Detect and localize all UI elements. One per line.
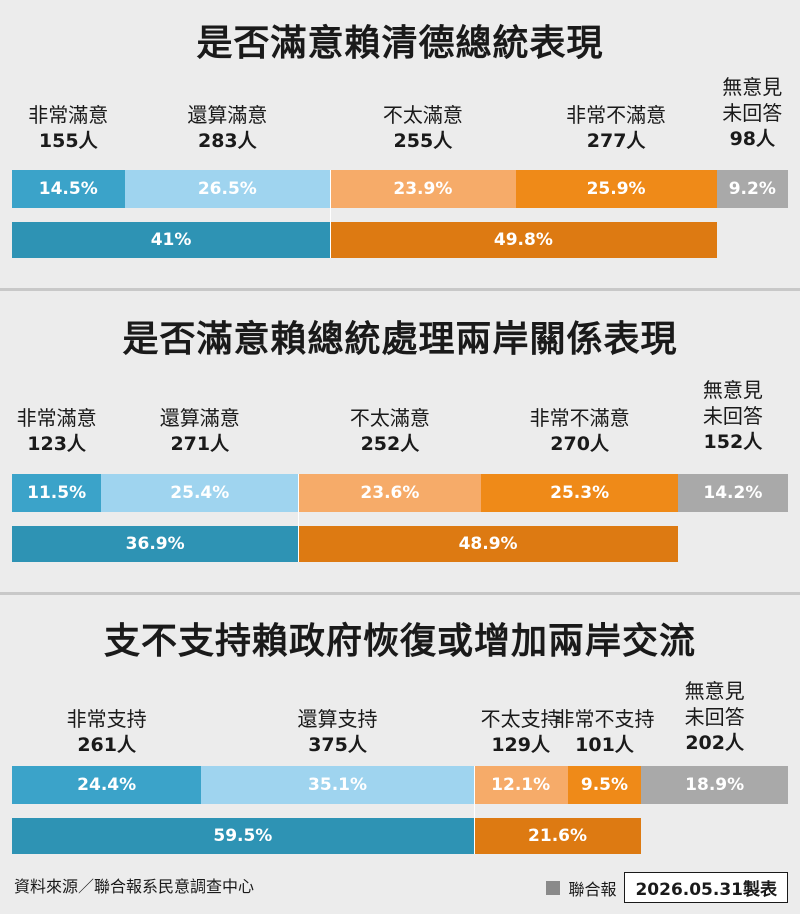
bar-segment: 23.6% (298, 474, 482, 512)
segment-label-line: 無意見 (722, 75, 783, 99)
segment-count: 283人 (197, 130, 257, 152)
total-bar: 59.5% (12, 818, 474, 854)
segment-label-group: 不太滿意 255人 (383, 102, 463, 154)
segment-label-line: 無意見 (702, 378, 763, 402)
footer-brand-area: 聯合報 2026.05.31製表 (546, 872, 788, 903)
segment-label-group: 非常滿意 155人 (28, 102, 108, 154)
segment-label: 還算滿意 (187, 103, 268, 127)
segment-label-group: 非常不滿意 270人 (530, 405, 630, 457)
segment-label-group: 還算支持 375人 (298, 706, 378, 758)
segment-label: 還算滿意 (159, 406, 240, 430)
segment-label-group: 還算滿意 271人 (160, 405, 240, 457)
bar-segment: 11.5% (12, 474, 102, 512)
segment-label: 非常不滿意 (566, 103, 667, 127)
chart-title: 是否滿意賴總統處理兩岸關係表現 (122, 319, 678, 360)
segment-count: 98人 (729, 128, 776, 150)
segment-label-group: 無意見 未回答 152人 (703, 377, 763, 455)
bar-segment: 23.9% (330, 170, 516, 208)
source-note: 資料來源／聯合報系民意調查中心 (14, 877, 255, 896)
bar-segment: 9.5% (567, 766, 642, 804)
segment-label-group: 還算滿意 283人 (187, 102, 267, 154)
group-divider (298, 474, 300, 562)
segment-label-group: 無意見 未回答 98人 (722, 74, 782, 152)
segment-label-group: 不太滿意 252人 (350, 405, 430, 457)
segment-label-group: 非常不支持 101人 (554, 706, 654, 758)
segment-count: 152人 (703, 431, 763, 453)
chart-title: 是否滿意賴清德總統表現 (196, 23, 604, 64)
group-divider (473, 766, 475, 854)
total-bar: 21.6% (473, 818, 642, 854)
segment-label-group: 非常滿意 123人 (17, 405, 97, 457)
segment-count: 155人 (38, 130, 98, 152)
bar-segment: 26.5% (124, 170, 331, 208)
total-bar: 36.9% (12, 526, 299, 562)
segment-label-line: 無意見 (684, 679, 745, 703)
segment-count: 101人 (575, 734, 634, 756)
total-bar: 41% (12, 222, 331, 258)
segment-label-line: 未回答 (702, 404, 763, 428)
segment-count: 270人 (550, 433, 609, 455)
segment-count: 271人 (170, 433, 230, 455)
segment-count: 252人 (360, 433, 420, 455)
segment-label: 不太滿意 (349, 406, 430, 430)
chart-title: 支不支持賴政府恢復或增加兩岸交流 (103, 621, 696, 662)
segment-label-group: 非常支持 261人 (67, 706, 147, 758)
segment-label: 不太滿意 (382, 103, 463, 127)
bar-segment: 24.4% (12, 766, 202, 804)
segment-label-line: 未回答 (722, 101, 783, 125)
segment-count: 261人 (77, 734, 136, 756)
segment-label: 不太支持 (480, 707, 561, 731)
bar-segment: 35.1% (201, 766, 474, 804)
segment-label-group: 非常不滿意 277人 (566, 102, 666, 154)
group-divider (330, 170, 332, 258)
bar-segment: 14.5% (12, 170, 125, 208)
segment-count: 277人 (586, 130, 646, 152)
panel-separator (0, 592, 800, 595)
bar-segment: 25.3% (481, 474, 678, 512)
segment-count: 255人 (393, 130, 453, 152)
bar-segment: 14.2% (677, 474, 788, 512)
segment-label: 非常滿意 (16, 406, 97, 430)
segment-label-group: 無意見 未回答 202人 (685, 678, 745, 756)
total-bar: 48.9% (298, 526, 678, 562)
brand-square-icon (546, 880, 561, 895)
segment-label: 非常滿意 (28, 103, 109, 127)
segment-count: 123人 (27, 433, 86, 455)
segment-label: 非常支持 (66, 707, 147, 731)
bar-segment: 9.2% (716, 170, 788, 208)
bar-segment: 18.9% (641, 766, 788, 804)
brand-name: 聯合報 (568, 879, 617, 899)
segment-label: 還算支持 (297, 707, 378, 731)
bar-segment: 25.9% (515, 170, 717, 208)
bar-segment: 25.4% (101, 474, 299, 512)
segment-label: 非常不支持 (554, 707, 655, 731)
segment-count: 129人 (491, 734, 550, 756)
segment-count: 202人 (685, 732, 744, 754)
total-bar: 49.8% (330, 222, 717, 258)
date-stamp: 2026.05.31製表 (624, 872, 788, 903)
segment-label: 非常不滿意 (529, 406, 630, 430)
bar-segment: 12.1% (473, 766, 568, 804)
segment-count: 375人 (308, 734, 367, 756)
segment-label-line: 未回答 (684, 705, 745, 729)
segment-label-group: 不太支持 129人 (481, 706, 561, 758)
panel-separator (0, 288, 800, 291)
